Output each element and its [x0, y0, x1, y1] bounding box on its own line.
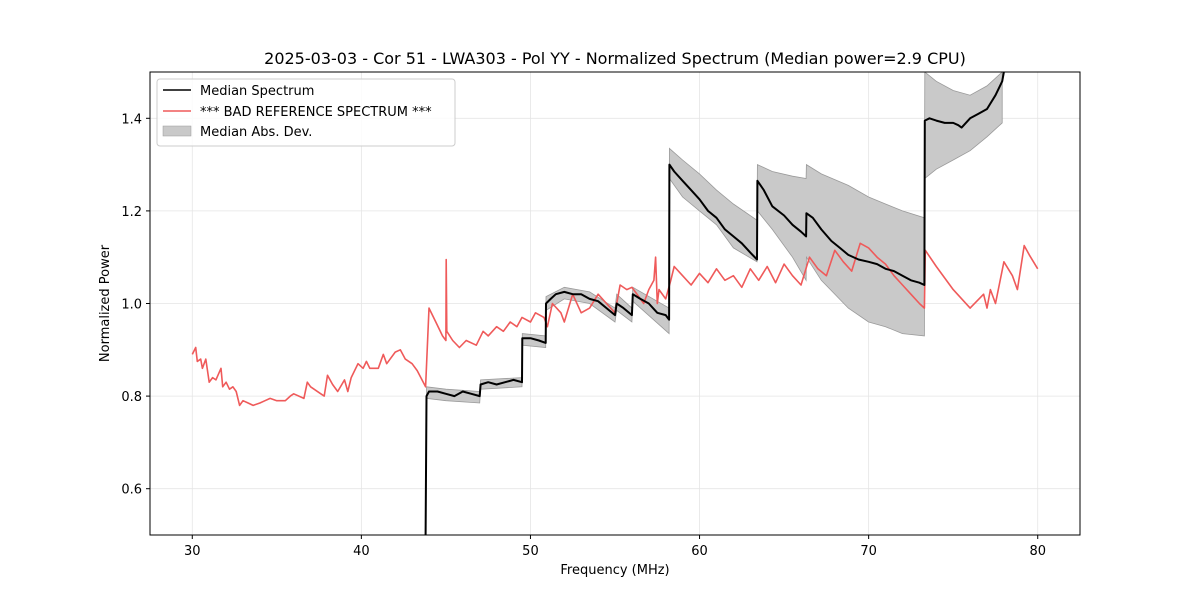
x-tick-label: 30 [184, 544, 201, 559]
x-tick-label: 80 [1029, 544, 1046, 559]
legend: Median Spectrum *** BAD REFERENCE SPECTR… [156, 78, 456, 147]
x-tick-label: 70 [860, 544, 877, 559]
bad-reference-spectrum-line [191, 242, 1039, 407]
legend-label-median-spectrum: Median Spectrum [200, 84, 314, 99]
x-axis-label: Frequency (MHz) [560, 563, 669, 578]
chart-title: 2025-03-03 - Cor 51 - LWA303 - Pol YY - … [264, 49, 966, 68]
legend-label-median-abs-dev: Median Abs. Dev. [200, 125, 312, 140]
legend-label-bad-reference: *** BAD REFERENCE SPECTRUM *** [200, 105, 432, 120]
x-tick-label: 50 [522, 544, 539, 559]
plot-area [191, 72, 1039, 535]
legend-swatch-median-abs-dev [162, 125, 192, 137]
x-tick-label: 60 [691, 544, 708, 559]
y-tick-label: 1.4 [121, 112, 142, 127]
axis-ticks: 30 40 50 60 70 80 0.6 0.8 1.0 1.2 1.4 [121, 112, 1046, 559]
y-tick-label: 1.0 [121, 298, 142, 313]
y-axis-label: Normalized Power [98, 244, 113, 362]
y-tick-label: 1.2 [121, 205, 142, 220]
legend-box [156, 78, 456, 147]
y-tick-label: 0.6 [121, 483, 142, 498]
y-tick-label: 0.8 [121, 390, 142, 405]
median-spectrum-line [424, 72, 1005, 535]
x-tick-label: 40 [353, 544, 370, 559]
